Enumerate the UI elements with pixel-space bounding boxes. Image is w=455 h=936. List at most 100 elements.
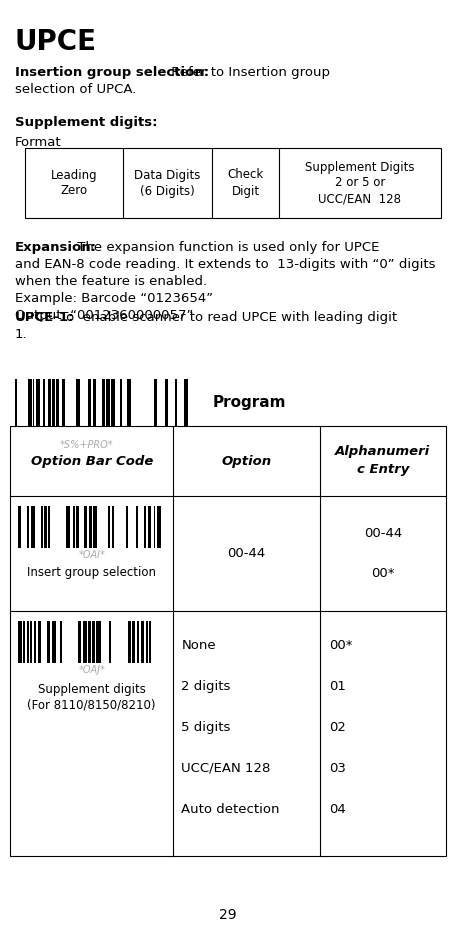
Bar [83, 621, 87, 663]
Bar [93, 506, 96, 548]
Text: Supplement Digits
2 or 5 or
UCC/EAN  128: Supplement Digits 2 or 5 or UCC/EAN 128 [304, 160, 414, 206]
Text: 00-44: 00-44 [227, 547, 265, 560]
Bar [30, 621, 32, 663]
Bar [56, 379, 59, 427]
Bar [108, 621, 111, 663]
Bar [44, 506, 47, 548]
Text: 02: 02 [329, 721, 346, 734]
Bar [76, 379, 80, 427]
Bar [88, 621, 91, 663]
Text: Format: Format [15, 136, 61, 149]
Text: Leading
Zero: Leading Zero [51, 168, 97, 197]
Bar [126, 506, 127, 548]
Text: UPCE: UPCE [15, 28, 97, 56]
Bar [107, 506, 110, 548]
Bar [147, 506, 151, 548]
Bar [48, 506, 50, 548]
Bar [33, 379, 34, 427]
Bar [165, 379, 168, 427]
Text: 03: 03 [329, 762, 346, 775]
Bar [72, 506, 75, 548]
Text: 01: 01 [329, 680, 346, 693]
Text: Auto detection: Auto detection [181, 802, 279, 815]
Text: Supplement digits: Supplement digits [38, 683, 145, 696]
Bar [23, 621, 25, 663]
Text: Insertion group selection:: Insertion group selection: [15, 66, 209, 79]
Bar [96, 621, 100, 663]
Text: The expansion function is used only for UPCE: The expansion function is used only for … [73, 241, 379, 254]
Bar [52, 379, 55, 427]
Bar [48, 379, 51, 427]
Text: 1.: 1. [15, 328, 28, 341]
Bar [153, 506, 155, 548]
Text: selection of UPCA.: selection of UPCA. [15, 83, 136, 96]
Bar [66, 506, 70, 548]
Bar [111, 506, 114, 548]
Bar [36, 379, 40, 427]
Text: Insert group selection: Insert group selection [27, 566, 156, 579]
Text: *S%+PRO*: *S%+PRO* [60, 440, 113, 450]
Text: 2 digits: 2 digits [181, 680, 230, 693]
Bar [18, 506, 20, 548]
Text: To  enable scanner to read UPCE with leading digit: To enable scanner to read UPCE with lead… [56, 311, 396, 324]
Text: (For 8110/8150/8210): (For 8110/8150/8210) [27, 699, 156, 712]
Bar [78, 621, 81, 663]
Text: Example: Barcode “0123654”: Example: Barcode “0123654” [15, 292, 212, 305]
Bar [153, 379, 157, 427]
Bar [31, 506, 35, 548]
Text: Supplement digits:: Supplement digits: [15, 116, 157, 129]
Bar [157, 506, 160, 548]
Bar [126, 379, 130, 427]
Bar [27, 621, 29, 663]
Bar [88, 379, 91, 427]
Bar [183, 379, 187, 427]
Bar [102, 379, 104, 427]
Text: Refer to Insertion group: Refer to Insertion group [167, 66, 329, 79]
Text: UCC/EAN 128: UCC/EAN 128 [181, 762, 270, 775]
Bar [137, 621, 139, 663]
Bar [51, 621, 56, 663]
Bar [146, 621, 148, 663]
Bar [28, 379, 32, 427]
Bar [38, 621, 40, 663]
Bar [149, 621, 151, 663]
Bar [88, 506, 91, 548]
Bar [84, 506, 87, 548]
Text: Option: Option [221, 455, 271, 467]
Bar [93, 379, 96, 427]
Bar [120, 379, 121, 427]
Text: 00*: 00* [329, 639, 352, 652]
Text: 04: 04 [329, 802, 345, 815]
Bar [106, 379, 110, 427]
Text: *OAI*: *OAI* [78, 550, 105, 560]
Text: 5 digits: 5 digits [181, 721, 230, 734]
Bar [41, 506, 43, 548]
Bar [144, 506, 146, 548]
Bar [47, 621, 50, 663]
Bar [43, 379, 46, 427]
Text: *OAJ*: *OAJ* [78, 665, 105, 675]
Text: Alphanumeri: Alphanumeri [334, 446, 430, 459]
Text: and EAN‑8 code reading. It extends to  13-digits with “0” digits: and EAN‑8 code reading. It extends to 13… [15, 258, 435, 271]
Text: UPCE‑1:: UPCE‑1: [15, 311, 74, 324]
Bar [76, 506, 79, 548]
Text: None: None [181, 639, 216, 652]
Bar [128, 621, 131, 663]
Bar [27, 506, 29, 548]
Bar [111, 379, 115, 427]
Bar [92, 621, 95, 663]
Bar [25, 148, 440, 218]
Bar [34, 621, 36, 663]
Text: 00*: 00* [370, 566, 394, 579]
Text: 29: 29 [219, 908, 236, 922]
Text: Program: Program [212, 396, 286, 411]
Bar [18, 621, 21, 663]
Bar [15, 379, 17, 427]
Text: 00-44: 00-44 [363, 528, 401, 540]
Bar [131, 621, 135, 663]
Bar [10, 426, 445, 856]
Text: Option Bar Code: Option Bar Code [30, 455, 152, 467]
Text: Data Digits
(6 Digits): Data Digits (6 Digits) [134, 168, 200, 197]
Text: Expansion:: Expansion: [15, 241, 97, 254]
Text: when the feature is enabled.: when the feature is enabled. [15, 275, 207, 288]
